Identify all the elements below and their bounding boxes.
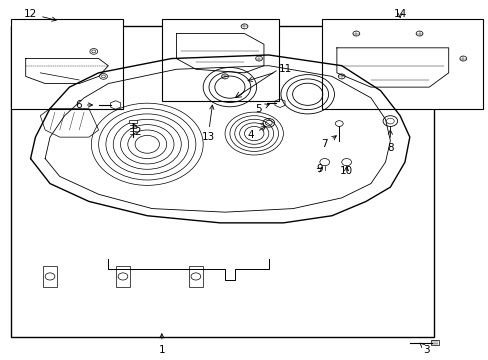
Text: 8: 8 xyxy=(386,130,393,153)
FancyBboxPatch shape xyxy=(42,266,57,287)
Text: 13: 13 xyxy=(201,105,214,142)
Text: 2: 2 xyxy=(133,123,141,137)
Text: 6: 6 xyxy=(75,100,92,110)
Text: 14: 14 xyxy=(393,9,406,19)
Text: 5: 5 xyxy=(254,104,269,113)
FancyBboxPatch shape xyxy=(116,266,130,287)
Text: 12: 12 xyxy=(24,9,56,21)
FancyBboxPatch shape xyxy=(128,120,136,123)
FancyBboxPatch shape xyxy=(188,266,203,287)
Text: 11: 11 xyxy=(247,64,291,81)
Text: 4: 4 xyxy=(247,126,265,140)
Text: 1: 1 xyxy=(158,334,165,355)
FancyBboxPatch shape xyxy=(11,19,122,109)
FancyBboxPatch shape xyxy=(162,19,278,102)
FancyBboxPatch shape xyxy=(430,340,438,345)
FancyBboxPatch shape xyxy=(322,19,482,109)
FancyBboxPatch shape xyxy=(11,26,433,337)
Text: 3: 3 xyxy=(419,343,429,355)
Text: 10: 10 xyxy=(339,166,352,176)
Text: 9: 9 xyxy=(316,164,323,174)
Text: 7: 7 xyxy=(321,136,336,149)
